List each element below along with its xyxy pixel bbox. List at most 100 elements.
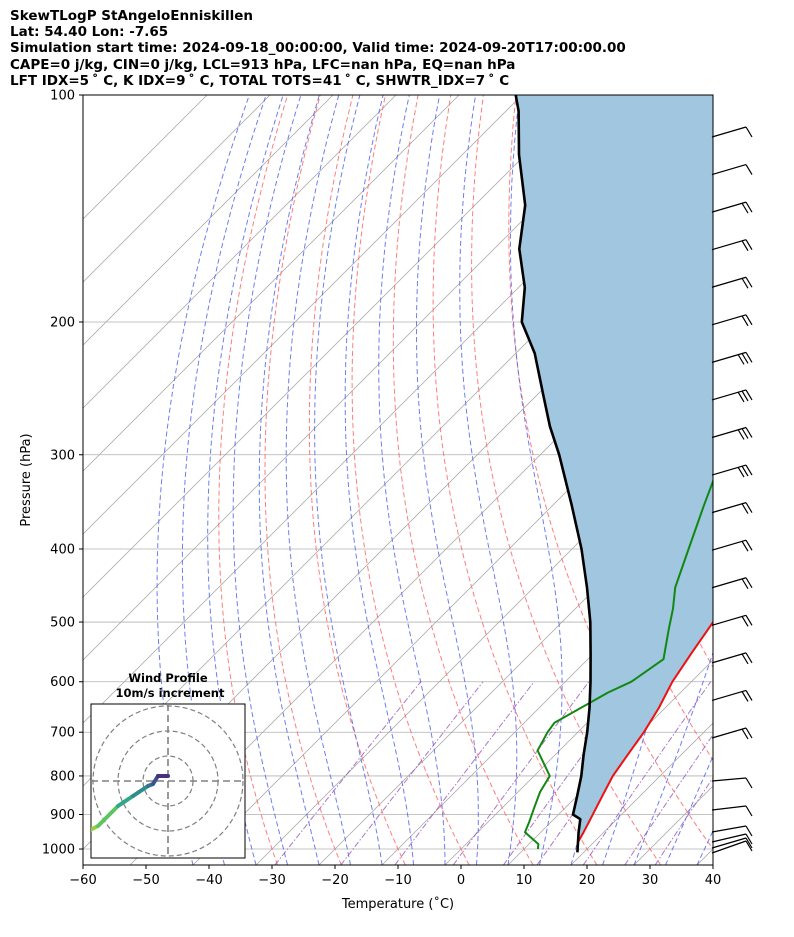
wind-barb bbox=[711, 276, 753, 289]
wind-barb-staff bbox=[711, 464, 747, 476]
wind-barb-feather bbox=[745, 239, 753, 250]
wind-barb bbox=[711, 426, 753, 440]
isotherm-line bbox=[83, 95, 586, 598]
wind-barb-staff bbox=[711, 239, 747, 251]
y-tick-label: 100 bbox=[50, 89, 75, 104]
dry-adiabat-line bbox=[471, 95, 662, 865]
mixing-ratio-line bbox=[394, 681, 535, 865]
y-tick-label: 900 bbox=[50, 808, 75, 823]
x-tick-label: −40 bbox=[195, 873, 222, 888]
parcel-profile-line bbox=[514, 95, 592, 853]
wind-barb-staff bbox=[711, 539, 747, 551]
wind-barb-staff bbox=[711, 837, 747, 849]
wind-barb-feather bbox=[745, 464, 753, 476]
wind-barb bbox=[711, 777, 753, 789]
hodograph-segment bbox=[91, 824, 100, 832]
isotherm-line bbox=[83, 95, 523, 535]
isotherm-line bbox=[760, 95, 794, 865]
wind-barb-feather bbox=[741, 240, 749, 251]
wind-barb-staff bbox=[711, 389, 747, 401]
moist-adiabat-line bbox=[602, 95, 684, 865]
y-axis-ticks: 1000 900 800 700 600 500 400 300 200 100 bbox=[42, 89, 83, 858]
wind-barb-feather bbox=[737, 391, 745, 403]
wind-barb-feather bbox=[741, 390, 749, 402]
wind-barb-feather bbox=[745, 126, 753, 138]
wind-barb bbox=[711, 126, 753, 138]
wind-barb-feather bbox=[741, 315, 749, 327]
wind-barb bbox=[711, 163, 753, 176]
moist-adiabat-line bbox=[509, 95, 563, 865]
moist-adiabat-line bbox=[314, 95, 383, 865]
dry-adiabat-line bbox=[508, 95, 713, 850]
wind-barb-feather bbox=[745, 825, 753, 837]
parcel-area-fill bbox=[515, 95, 713, 853]
x-tick-label: −30 bbox=[258, 873, 285, 888]
wind-barb-feather bbox=[745, 840, 753, 852]
mixing-ratio-line bbox=[582, 681, 712, 865]
wind-barb-staff bbox=[711, 825, 747, 833]
mixing-ratio-line bbox=[654, 776, 713, 865]
temperature-profile-line bbox=[576, 620, 713, 853]
wind-barb-feather bbox=[745, 539, 753, 551]
wind-barb-feather bbox=[737, 429, 745, 440]
wind-barb bbox=[711, 825, 753, 837]
moist-adiabat-line bbox=[729, 95, 794, 865]
wind-barb bbox=[711, 314, 753, 327]
moist-adiabat-line bbox=[156, 95, 250, 865]
wind-barb-staff bbox=[711, 614, 747, 626]
wind-barb-feather bbox=[745, 314, 753, 326]
x-tick-label: −20 bbox=[321, 873, 348, 888]
moist-adiabat-line bbox=[181, 95, 267, 865]
x-tick-label: −60 bbox=[69, 873, 96, 888]
moist-adiabat-line bbox=[285, 95, 351, 865]
wind-barbs bbox=[711, 126, 753, 854]
y-tick-label: 800 bbox=[50, 769, 75, 784]
wind-barb-staff bbox=[711, 777, 747, 782]
wind-barb-feather bbox=[741, 578, 749, 590]
wind-barb-staff bbox=[711, 652, 747, 664]
isotherm-line bbox=[83, 95, 397, 409]
dry-adiabat-line bbox=[432, 95, 598, 865]
wind-barb-feather bbox=[741, 428, 749, 439]
wind-barb bbox=[711, 840, 753, 854]
dry-adiabat-line bbox=[308, 95, 406, 865]
wind-barb-feather bbox=[741, 202, 749, 214]
chart-header: SkewTLogP StAngeloEnniskillen Lat: 54.40… bbox=[10, 8, 626, 89]
hodograph-segment bbox=[96, 804, 120, 828]
wind-barb-feather bbox=[741, 503, 749, 514]
x-tick-label: 30 bbox=[642, 873, 659, 888]
wind-barb-staff bbox=[711, 276, 747, 288]
title-line-cape: CAPE=0 j/kg, CIN=0 j/kg, LCL=913 hPa, LF… bbox=[10, 56, 516, 73]
isotherm-line bbox=[83, 95, 334, 346]
dry-adiabat-line bbox=[392, 95, 534, 865]
x-tick-label: 10 bbox=[516, 873, 533, 888]
wind-barb-feather bbox=[741, 653, 749, 665]
dry-adiabat-line bbox=[745, 95, 794, 865]
wind-barb-staff bbox=[711, 577, 747, 589]
dewpoint-profile-line bbox=[524, 478, 713, 850]
isotherm-line bbox=[444, 596, 713, 865]
wind-barb bbox=[711, 727, 753, 740]
wind-barb-feather bbox=[745, 577, 753, 589]
title-line-station: SkewTLogP StAngeloEnniskillen bbox=[10, 8, 253, 24]
isotherm-line bbox=[129, 281, 713, 865]
moist-adiabat-line bbox=[459, 95, 518, 865]
plot-area bbox=[83, 95, 794, 865]
title-line-times: Simulation start time: 2024-09-18_00:00:… bbox=[10, 40, 626, 57]
mixing-ratio-line bbox=[274, 681, 422, 865]
wind-barb-staff bbox=[711, 126, 747, 138]
wind-barb-feather bbox=[745, 389, 753, 401]
wind-barb bbox=[711, 833, 753, 845]
wind-barb-feather bbox=[745, 727, 753, 739]
x-tick-label: 40 bbox=[705, 873, 722, 888]
moist-adiabat-line bbox=[258, 95, 320, 865]
dry-adiabat-line bbox=[777, 95, 794, 865]
wind-barb-staff bbox=[711, 727, 747, 739]
moist-adiabat-line bbox=[207, 95, 284, 865]
wind-barb-feather bbox=[745, 837, 753, 849]
wind-barb-feather bbox=[745, 615, 753, 626]
moist-adiabat-line bbox=[232, 95, 302, 865]
wind-barb-feather bbox=[741, 540, 749, 552]
wind-barb-feather bbox=[737, 466, 745, 478]
